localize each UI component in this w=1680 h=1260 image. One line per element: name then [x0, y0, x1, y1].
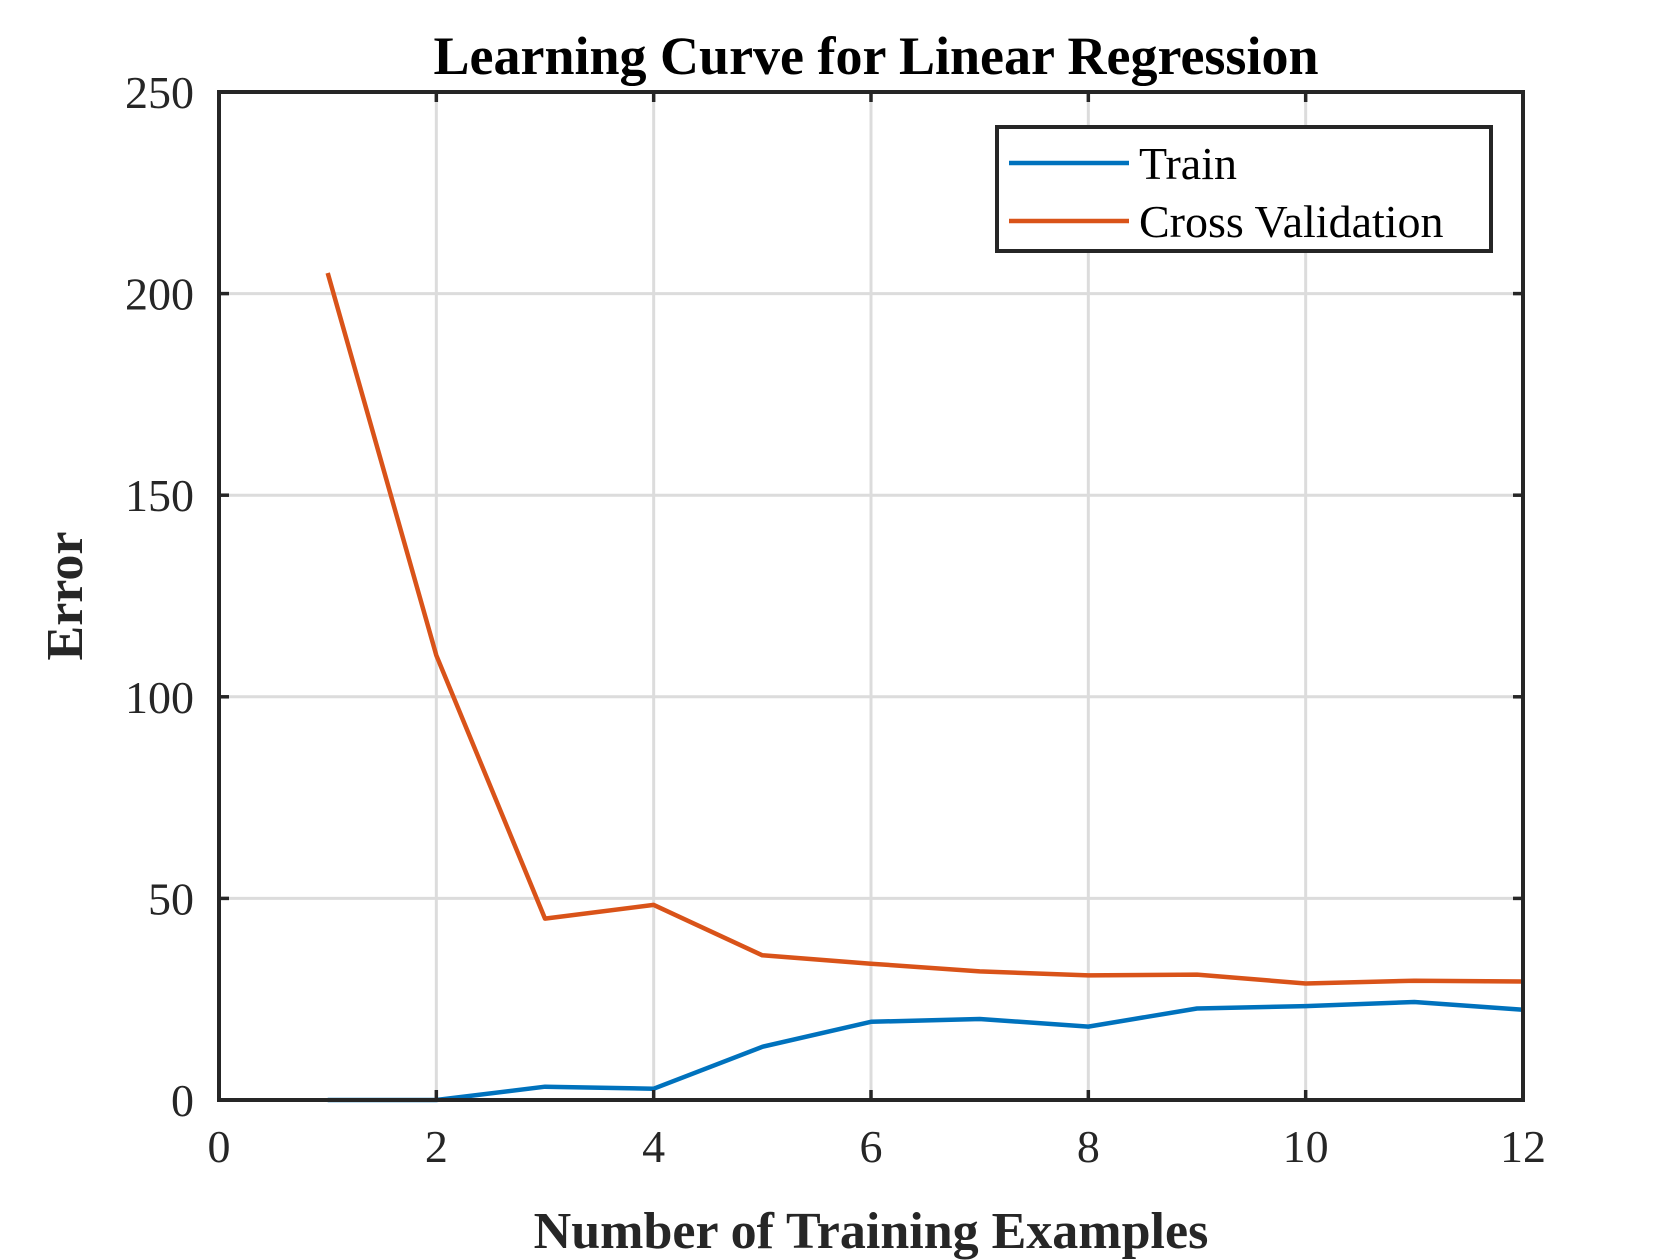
series-line-cross-validation — [325, 272, 1524, 986]
y-tick-labels: 0 50 100 150 200 250 — [125, 67, 194, 1126]
legend-box — [995, 125, 1493, 253]
x-tick-label: 0 — [208, 1121, 231, 1172]
plot-series — [325, 272, 1524, 1103]
legend: Train Cross Validation — [995, 125, 1493, 253]
series-line-train — [327, 999, 1524, 1103]
y-axis-label: Error — [37, 532, 94, 661]
x-tick-label: 2 — [425, 1121, 448, 1172]
x-tick-label: 6 — [860, 1121, 883, 1172]
y-tick-label: 150 — [125, 470, 194, 521]
x-axis-label: Number of Training Examples — [534, 1203, 1209, 1260]
chart-title: Learning Curve for Linear Regression — [434, 26, 1319, 86]
y-tick-label: 0 — [171, 1075, 194, 1126]
x-tick-labels: 0 2 4 6 8 10 12 — [208, 1121, 1547, 1172]
legend-label-train: Train — [1139, 138, 1237, 189]
y-tick-label: 50 — [148, 873, 194, 924]
y-tick-label: 250 — [125, 67, 194, 118]
legend-label-cross-validation: Cross Validation — [1139, 196, 1444, 247]
x-tick-label: 4 — [642, 1121, 665, 1172]
y-tick-label: 100 — [125, 672, 194, 723]
tick-marks — [217, 90, 1525, 1102]
x-tick-label: 12 — [1500, 1121, 1546, 1172]
x-tick-label: 8 — [1077, 1121, 1100, 1172]
x-tick-label: 10 — [1283, 1121, 1329, 1172]
y-tick-label: 200 — [125, 269, 194, 320]
grid-lines — [219, 92, 1523, 1100]
